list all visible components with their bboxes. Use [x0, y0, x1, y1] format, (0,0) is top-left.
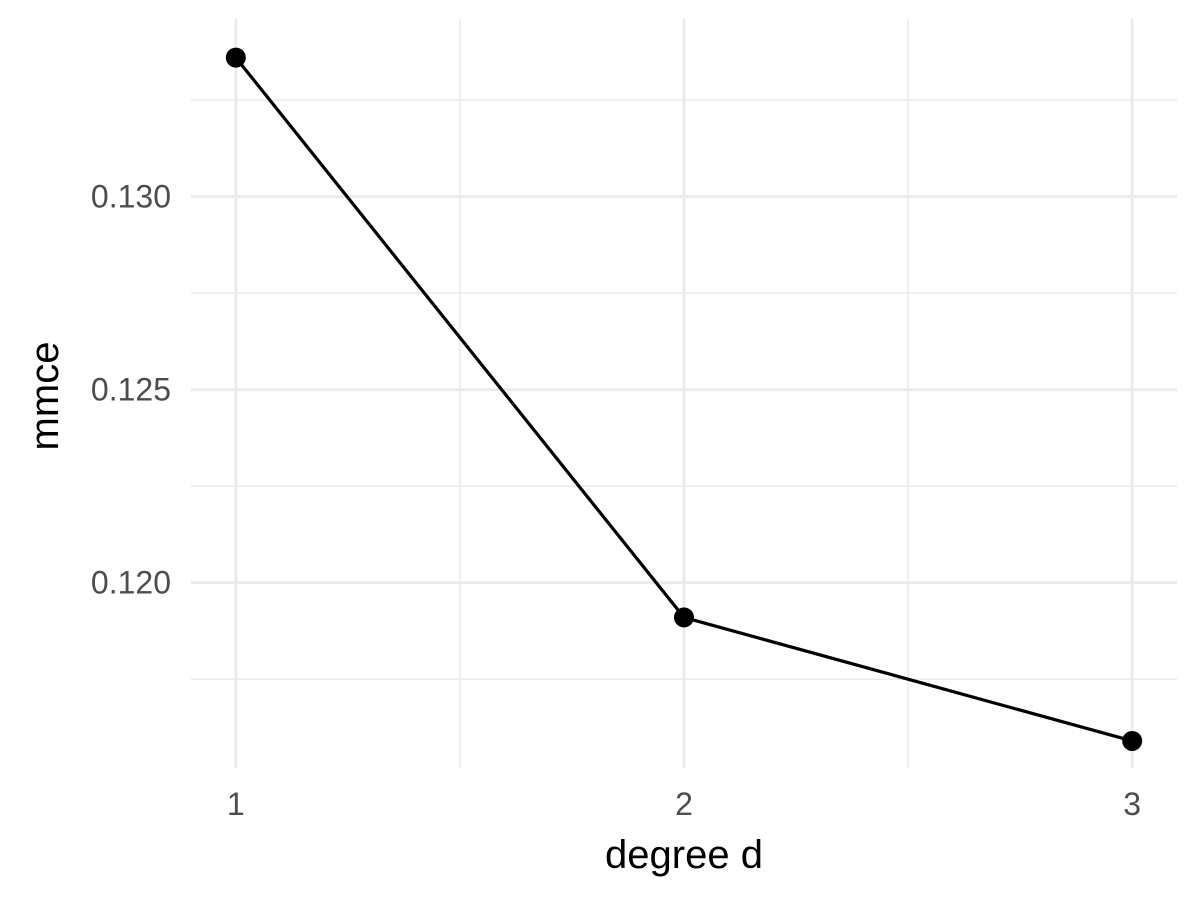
y-axis-title: mmce	[23, 342, 67, 451]
data-point	[1122, 730, 1143, 751]
y-tick-label: 0.130	[91, 179, 171, 215]
x-tick-label: 2	[675, 786, 693, 822]
x-tick-label: 3	[1123, 786, 1141, 822]
y-tick-label: 0.125	[91, 372, 171, 408]
series-group	[225, 47, 1143, 751]
y-axis-tick-labels: 0.120 0.125 0.130	[91, 179, 171, 601]
data-point	[225, 47, 246, 68]
x-axis-title: degree d	[605, 833, 763, 877]
x-axis-tick-labels: 1 2 3	[227, 786, 1141, 822]
data-point	[674, 607, 694, 628]
major-gridlines	[191, 19, 1177, 768]
y-tick-label: 0.120	[91, 565, 171, 601]
x-tick-label: 1	[227, 786, 245, 822]
